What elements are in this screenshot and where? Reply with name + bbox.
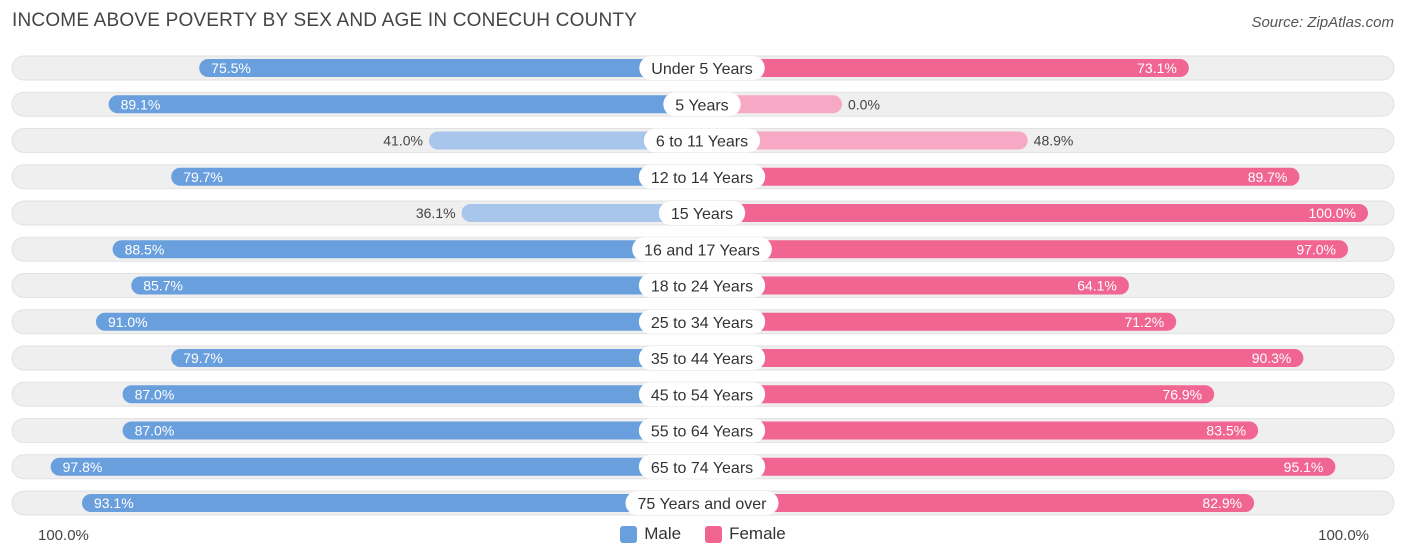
bar-female-12-to-14-years [702, 167, 1300, 186]
label-female-15-years: 100.0% [1309, 205, 1356, 221]
chart-title: INCOME ABOVE POVERTY BY SEX AND AGE IN C… [12, 10, 638, 31]
category-label-55-to-64-years: 55 to 64 Years [651, 424, 753, 441]
legend-label-male: Male [644, 524, 682, 543]
bar-male-12-to-14-years [171, 167, 702, 186]
category-pill-16-and-17-years [632, 237, 772, 262]
source-label: Source: ZipAtlas.com [1251, 14, 1394, 31]
category-pill-45-to-54-years [638, 382, 766, 407]
bar-female-18-to-24-years [702, 276, 1129, 295]
bar-female-55-to-64-years [702, 421, 1259, 440]
category-pill-18-to-24-years [638, 273, 766, 298]
bar-female-6-to-11-years [702, 131, 1028, 150]
legend: Male Female [0, 524, 1406, 544]
category-label-18-to-24-years: 18 to 24 Years [651, 279, 753, 296]
bar-female-15-years [702, 204, 1368, 222]
label-male-under-5-years: 75.5% [211, 60, 251, 76]
label-male-75-years-and-over: 93.1% [94, 495, 134, 511]
label-male-65-to-74-years: 97.8% [63, 459, 103, 475]
label-female-6-to-11-years: 48.9% [1034, 133, 1074, 149]
category-pill-5-years [663, 92, 741, 117]
bar-male-under-5-years [199, 59, 703, 77]
label-female-under-5-years: 73.1% [1137, 60, 1177, 76]
category-pill-6-to-11-years [643, 128, 761, 153]
legend-item-female[interactable]: Female [705, 524, 786, 544]
label-male-18-to-24-years: 85.7% [143, 278, 183, 294]
legend-label-female: Female [729, 524, 786, 543]
bar-male-5-years [108, 95, 703, 114]
category-pill-15-years [658, 201, 746, 225]
bar-male-15-years [461, 204, 702, 222]
axis-left-label: 100.0% [38, 527, 89, 544]
label-male-12-to-14-years: 79.7% [183, 169, 223, 185]
bar-male-16-and-17-years [112, 240, 703, 259]
category-pill-75-years-and-over [625, 491, 779, 515]
bar-female-25-to-34-years [702, 312, 1177, 331]
bar-female-45-to-54-years [702, 385, 1215, 404]
label-female-12-to-14-years: 89.7% [1248, 169, 1288, 185]
label-female-65-to-74-years: 95.1% [1284, 459, 1324, 475]
bar-female-65-to-74-years [702, 457, 1336, 476]
label-female-35-to-44-years: 90.3% [1252, 350, 1292, 366]
bar-male-18-to-24-years [131, 276, 702, 295]
label-male-16-and-17-years: 88.5% [125, 241, 165, 257]
label-female-25-to-34-years: 71.2% [1124, 314, 1164, 330]
bar-male-65-to-74-years [50, 457, 703, 476]
category-label-25-to-34-years: 25 to 34 Years [651, 315, 753, 332]
category-label-6-to-11-years: 6 to 11 Years [656, 134, 748, 151]
legend-item-male[interactable]: Male [620, 524, 681, 544]
category-label-15-years: 15 Years [671, 206, 733, 223]
legend-swatch-male [620, 525, 638, 543]
label-male-15-years: 36.1% [416, 205, 456, 221]
label-male-35-to-44-years: 79.7% [183, 350, 223, 366]
label-male-45-to-54-years: 87.0% [135, 386, 175, 402]
axis-right-label: 100.0% [1318, 527, 1369, 544]
category-label-12-to-14-years: 12 to 14 Years [651, 170, 753, 187]
category-pill-under-5-years [639, 56, 765, 80]
bar-female-under-5-years [702, 59, 1189, 77]
label-female-45-to-54-years: 76.9% [1162, 386, 1202, 402]
label-male-55-to-64-years: 87.0% [135, 423, 175, 439]
label-female-18-to-24-years: 64.1% [1077, 278, 1117, 294]
bar-male-75-years-and-over [81, 494, 703, 512]
category-pill-35-to-44-years [638, 346, 766, 370]
label-female-5-years: 0.0% [848, 96, 880, 112]
category-pill-12-to-14-years [638, 164, 766, 189]
category-label-45-to-54-years: 45 to 54 Years [651, 387, 753, 404]
label-female-75-years-and-over: 82.9% [1202, 495, 1242, 511]
bar-male-6-to-11-years [428, 131, 702, 150]
bar-male-55-to-64-years [122, 421, 702, 440]
bar-female-75-years-and-over [702, 494, 1255, 512]
bar-female-16-and-17-years [702, 240, 1349, 259]
label-male-6-to-11-years: 41.0% [383, 133, 423, 149]
bar-male-45-to-54-years [122, 385, 702, 404]
label-female-55-to-64-years: 83.5% [1206, 423, 1246, 439]
category-pill-65-to-74-years [638, 454, 766, 479]
category-pill-25-to-34-years [638, 309, 766, 334]
category-label-5-years: 5 Years [675, 97, 728, 114]
chart-area: 75.5% 73.1% Under 5 Years 89.1% 0.0% 5 Years 4… [11, 55, 1395, 516]
category-label-16-and-17-years: 16 and 17 Years [644, 242, 760, 259]
legend-swatch-female [705, 525, 723, 543]
category-label-under-5-years: Under 5 Years [651, 61, 752, 78]
category-label-35-to-44-years: 35 to 44 Years [651, 351, 753, 368]
bar-female-35-to-44-years [702, 349, 1304, 367]
bar-male-25-to-34-years [95, 312, 702, 331]
bar-male-35-to-44-years [171, 349, 702, 367]
category-label-65-to-74-years: 65 to 74 Years [651, 460, 753, 477]
label-male-5-years: 89.1% [121, 96, 161, 112]
label-female-16-and-17-years: 97.0% [1296, 241, 1336, 257]
label-male-25-to-34-years: 91.0% [108, 314, 148, 330]
category-pill-55-to-64-years [638, 418, 766, 443]
category-label-75-years-and-over: 75 Years and over [638, 496, 768, 513]
